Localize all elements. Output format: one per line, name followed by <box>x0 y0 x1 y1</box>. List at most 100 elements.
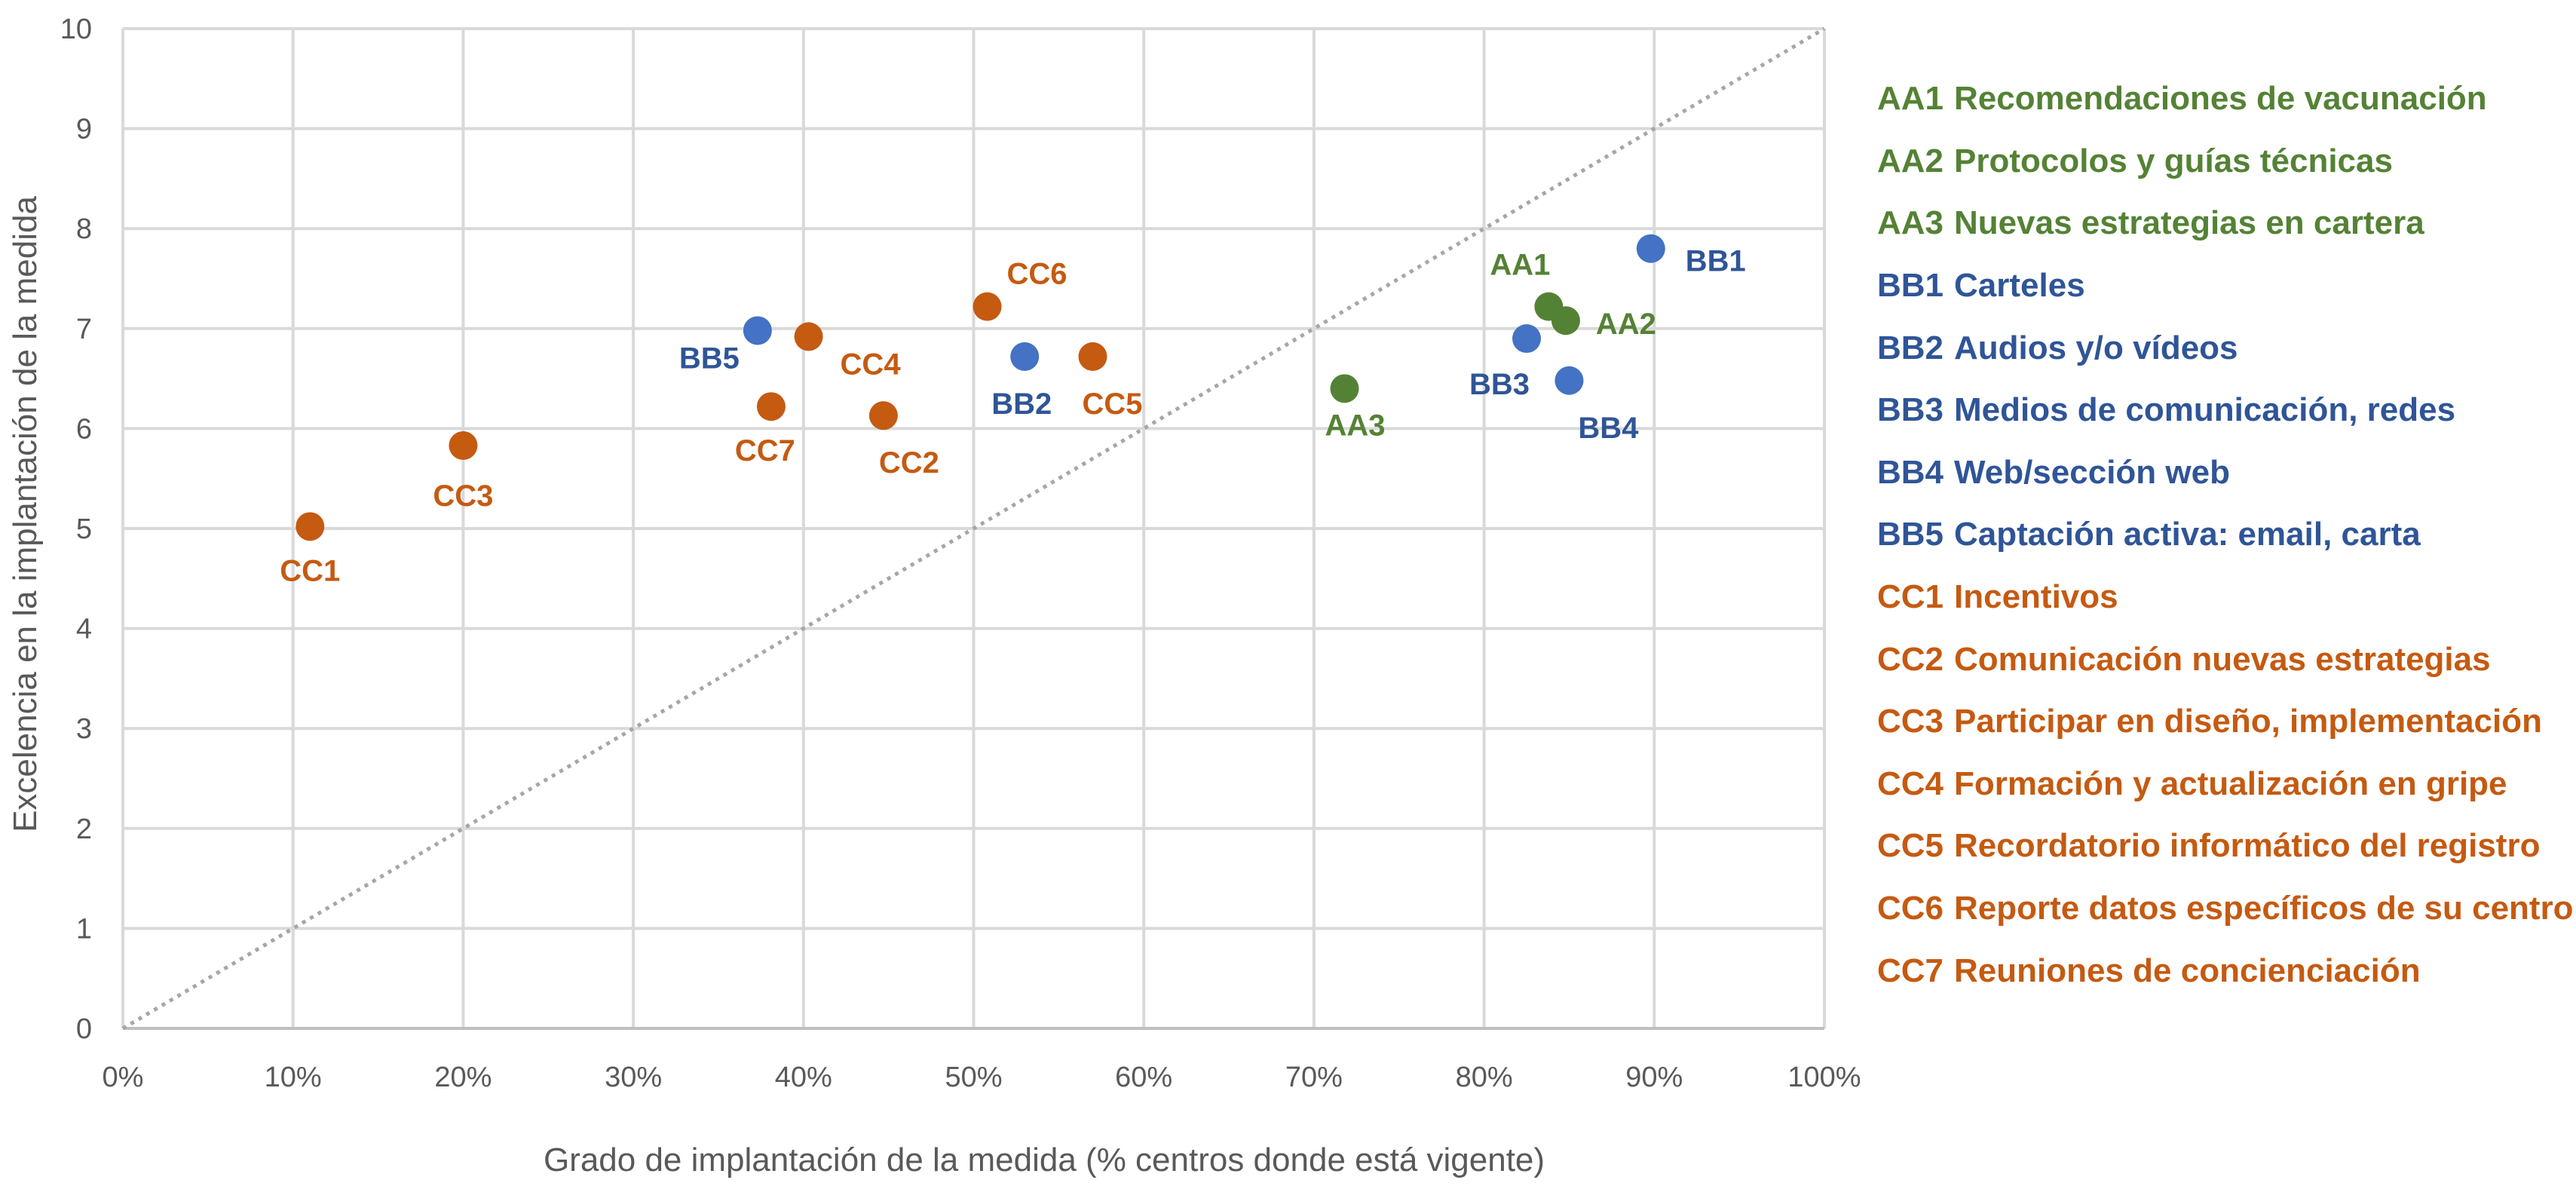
legend-code: CC3 <box>1877 703 1944 740</box>
point-label-aa3: AA3 <box>1325 409 1386 442</box>
point-bb3 <box>1512 324 1542 354</box>
x-tick-label: 0% <box>103 1062 144 1093</box>
point-label-cc7: CC7 <box>735 434 795 467</box>
chart-grid <box>123 27 1826 1028</box>
legend-text: Audios y/o vídeos <box>1954 329 2238 366</box>
chart-axes <box>121 29 1824 1030</box>
point-cc5 <box>1078 342 1107 371</box>
legend-item-cc6: CC6 Reporte datos específicos de su centr… <box>1877 878 2574 940</box>
point-labels: AA1 AA2 AA3 BB1 BB2 BB3 BB4 BB5 CC1 CC2 CC3 CC4 CC5 C… <box>280 245 1746 588</box>
legend-code: BB5 <box>1877 516 1944 553</box>
x-tick-label: 90% <box>1625 1062 1683 1093</box>
point-bb5 <box>743 316 772 345</box>
legend-item-bb1: BB1 Carteles <box>1877 255 2574 317</box>
legend-item-cc1: CC1 Incentivos <box>1877 566 2574 629</box>
legend-item-cc3: CC3 Participar en diseño, implementación <box>1877 691 2574 753</box>
legend-text: Protocolos y guías técnicas <box>1954 142 2393 179</box>
legend-text: Recomendaciones de vacunación <box>1954 80 2487 118</box>
x-tick-label: 20% <box>434 1062 492 1093</box>
legend-code: BB3 <box>1877 391 1944 429</box>
point-cc3 <box>449 431 478 460</box>
legend-text: Medios de comunicación, redes <box>1954 391 2456 429</box>
point-bb4 <box>1554 366 1584 395</box>
legend-item-bb2: BB2 Audios y/o vídeos <box>1877 317 2574 379</box>
legend-item-cc2: CC2 Comunicación nuevas estrategias <box>1877 628 2574 691</box>
point-label-bb2: BB2 <box>991 388 1052 421</box>
point-bb1 <box>1636 234 1665 263</box>
legend-text: Participar en diseño, implementación <box>1954 703 2542 740</box>
point-cc1 <box>296 512 325 541</box>
y-tick-label: 5 <box>76 513 92 545</box>
point-cc7 <box>756 392 786 421</box>
point-label-aa2: AA2 <box>1596 308 1656 341</box>
legend-text: Incentivos <box>1954 578 2118 616</box>
legend-text: Formación y actualización en gripe <box>1954 765 2507 802</box>
point-label-bb1: BB1 <box>1686 245 1746 278</box>
legend-code: CC4 <box>1877 765 1944 802</box>
point-label-aa1: AA1 <box>1490 249 1550 282</box>
point-label-cc2: CC2 <box>879 446 939 480</box>
x-tick-label: 70% <box>1285 1062 1343 1093</box>
y-tick-label: 0 <box>76 1013 92 1045</box>
legend-text: Recordatorio informático del registro <box>1954 827 2541 865</box>
legend-item-bb4: BB4 Web/sección web <box>1877 442 2574 504</box>
legend-code: BB1 <box>1877 267 1944 305</box>
data-points <box>296 234 1665 541</box>
legend-code: AA2 <box>1877 142 1944 179</box>
point-cc4 <box>794 322 823 351</box>
point-cc2 <box>868 401 898 431</box>
legend-code: CC6 <box>1877 890 1944 927</box>
legend-code: BB4 <box>1877 453 1944 491</box>
x-tick-label: 50% <box>945 1062 1002 1093</box>
point-label-bb5: BB5 <box>679 342 740 375</box>
legend-code: AA1 <box>1877 80 1944 118</box>
y-tick-label: 7 <box>76 314 92 345</box>
y-tick-label: 8 <box>76 213 92 245</box>
legend-text: Nuevas estrategias en cartera <box>1954 204 2424 242</box>
y-axis-title: Excelencia en la implantación de la medi… <box>7 196 44 832</box>
legend-item-cc4: CC4 Formación y actualización en gripe <box>1877 753 2574 816</box>
y-tick-label: 3 <box>76 713 92 745</box>
legend-text: Reuniones de concienciación <box>1954 952 2421 989</box>
legend-item-bb5: BB5 Captación activa: email, carta <box>1877 504 2574 566</box>
legend-code: CC1 <box>1877 578 1944 616</box>
point-label-bb4: BB4 <box>1578 412 1639 445</box>
point-aa3 <box>1330 374 1359 403</box>
point-bb2 <box>1010 342 1040 371</box>
legend-item-aa1: AA1 Recomendaciones de vacunación <box>1877 68 2574 130</box>
legend-item-cc5: CC5 Recordatorio informático del registro <box>1877 815 2574 878</box>
legend-code: CC5 <box>1877 827 1944 865</box>
x-tick-label: 40% <box>775 1062 832 1093</box>
point-label-cc6: CC6 <box>1007 258 1067 291</box>
x-tick-label: 100% <box>1787 1062 1861 1093</box>
x-tick-label: 30% <box>605 1062 662 1093</box>
point-label-bb3: BB3 <box>1469 368 1530 401</box>
y-tick-label: 2 <box>76 814 92 845</box>
point-label-cc1: CC1 <box>280 554 340 587</box>
point-label-cc5: CC5 <box>1082 388 1142 421</box>
legend-text: Comunicación nuevas estrategias <box>1954 640 2491 678</box>
legend-code: CC2 <box>1877 640 1944 678</box>
legend-text: Captación activa: email, carta <box>1954 516 2421 553</box>
y-tick-label: 10 <box>60 14 92 45</box>
x-tick-label: 60% <box>1115 1062 1172 1093</box>
diagonal-reference-line <box>121 26 1826 1031</box>
x-tick-label: 10% <box>265 1062 322 1093</box>
legend-text: Carteles <box>1954 267 2085 305</box>
legend-text: Web/sección web <box>1954 453 2230 491</box>
legend-code: CC7 <box>1877 952 1944 989</box>
legend-item-aa3: AA3 Nuevas estrategias en cartera <box>1877 192 2574 255</box>
x-axis-title: Grado de implantación de la medida (% ce… <box>544 1142 1545 1178</box>
y-tick-label: 1 <box>76 913 92 945</box>
legend-item-aa2: AA2 Protocolos y guías técnicas <box>1877 130 2574 193</box>
x-tick-label: 80% <box>1456 1062 1513 1093</box>
y-tick-label: 4 <box>76 614 92 645</box>
point-label-cc3: CC3 <box>433 480 493 513</box>
legend-text: Reporte datos específicos de su centro <box>1954 890 2574 927</box>
y-tick-label: 9 <box>76 114 92 146</box>
legend-code: BB2 <box>1877 329 1944 366</box>
legend-code: AA3 <box>1877 204 1944 242</box>
legend-item-bb3: BB3 Medios de comunicación, redes <box>1877 379 2574 442</box>
legend-item-cc7: CC7 Reuniones de concienciación <box>1877 939 2574 1002</box>
